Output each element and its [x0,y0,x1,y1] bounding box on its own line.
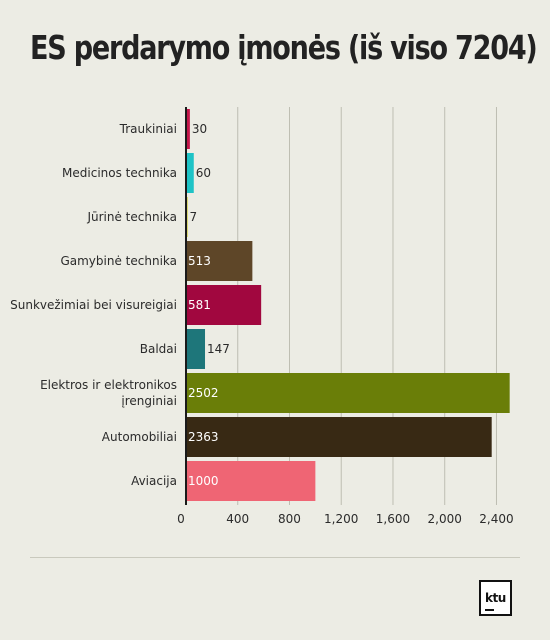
category-label-line: Elektros ir elektronikos [40,378,177,392]
bar [186,285,262,325]
x-tick-label: 1,600 [376,512,410,526]
value-label: 2363 [188,430,219,444]
category-label: Medicinos technika [62,166,177,180]
value-label: 513 [188,254,211,268]
logo-mark [485,609,494,611]
category-label: Traukiniai [119,122,177,136]
category-label: Gamybinė technika [60,254,177,268]
category-label-line: įrenginiai [121,394,177,408]
chart-title: ES perdarymo įmonės (iš viso 7204) [30,28,538,67]
category-label: Jūrinė technika [86,210,177,224]
x-tick-label: 2,000 [428,512,462,526]
x-tick-label: 800 [278,512,301,526]
value-labels: 30 60 7 513 581 147 2502 2363 1000 [188,122,230,488]
x-tick-label: 1,200 [324,512,358,526]
category-label: Aviacija [131,474,177,488]
bar [186,329,206,369]
category-label: Sunkvežimiai bei visureigiai [10,298,177,312]
bar [186,373,510,413]
bar [186,461,316,501]
x-tick-label: 2,400 [479,512,513,526]
x-tick-label: 400 [226,512,249,526]
value-label: 7 [190,210,198,224]
x-tick-label: 0 [177,512,185,526]
value-label: 1000 [188,474,219,488]
value-label: 30 [192,122,207,136]
bar [186,241,253,281]
grid-lines [237,107,497,505]
bars [186,109,510,501]
value-label: 581 [188,298,211,312]
category-labels: Traukiniai Medicinos technika Jūrinė techn… [10,122,177,488]
category-label: Elektros ir elektronikos įrenginiai [40,378,177,408]
ktu-logo-icon: ktu [479,580,512,616]
value-label: 60 [196,166,211,180]
bar [186,153,194,193]
divider [30,557,520,558]
value-label: 147 [207,342,230,356]
bar [186,109,190,149]
bar [186,417,492,457]
logo-text: ktu [485,591,506,605]
bar-chart: Traukiniai Medicinos technika Jūrinė techn… [10,107,514,526]
x-tick-labels: 0 400 800 1,200 1,600 2,000 2,400 [177,512,513,526]
value-label: 2502 [188,386,219,400]
category-label: Automobiliai [102,430,177,444]
category-label: Baldai [140,342,177,356]
